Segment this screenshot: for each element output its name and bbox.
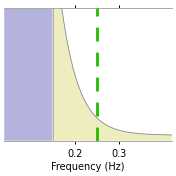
X-axis label: Frequency (Hz): Frequency (Hz) xyxy=(51,162,125,172)
